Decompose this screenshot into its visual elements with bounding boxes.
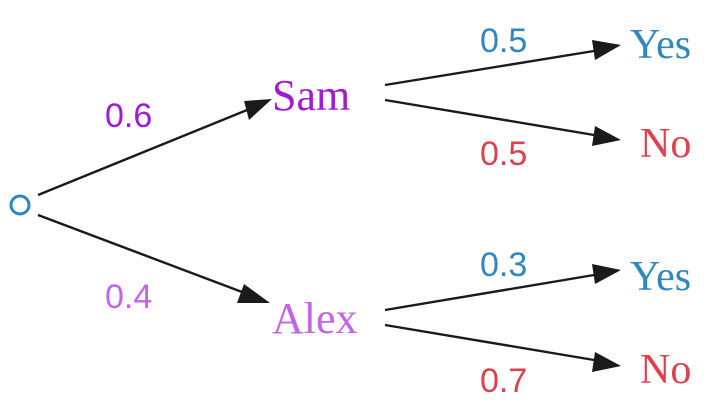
prob-root-sam: 0.6 (105, 97, 152, 135)
node-sam: Sam (272, 71, 350, 120)
edge-root-alex (37, 213, 251, 297)
arrowhead-alex-no (592, 352, 621, 372)
node-alex: Alex (272, 294, 358, 343)
edge-alex-no (384, 323, 601, 363)
outcome-alex-yes: Yes (630, 254, 691, 300)
outcome-alex-no: No (640, 347, 691, 393)
prob-sam-no: 0.5 (480, 135, 527, 173)
prob-root-alex: 0.4 (105, 278, 152, 316)
arrowhead-root-sam (244, 99, 272, 120)
arrowhead-alex-yes (592, 264, 621, 284)
edge-sam-no (384, 98, 601, 138)
outcome-sam-no: No (640, 121, 691, 167)
edge-alex-yes (384, 272, 601, 312)
arrowhead-sam-no (592, 126, 621, 146)
arrowhead-root-alex (237, 284, 270, 303)
prob-alex-yes: 0.3 (480, 246, 527, 284)
prob-sam-yes: 0.5 (480, 22, 527, 60)
prob-alex-no: 0.7 (480, 362, 527, 400)
arrowhead-sam-yes (592, 40, 621, 60)
outcome-sam-yes: Yes (630, 22, 691, 68)
edge-root-sam (37, 106, 253, 197)
edge-sam-yes (384, 48, 601, 87)
root-node (9, 194, 31, 216)
